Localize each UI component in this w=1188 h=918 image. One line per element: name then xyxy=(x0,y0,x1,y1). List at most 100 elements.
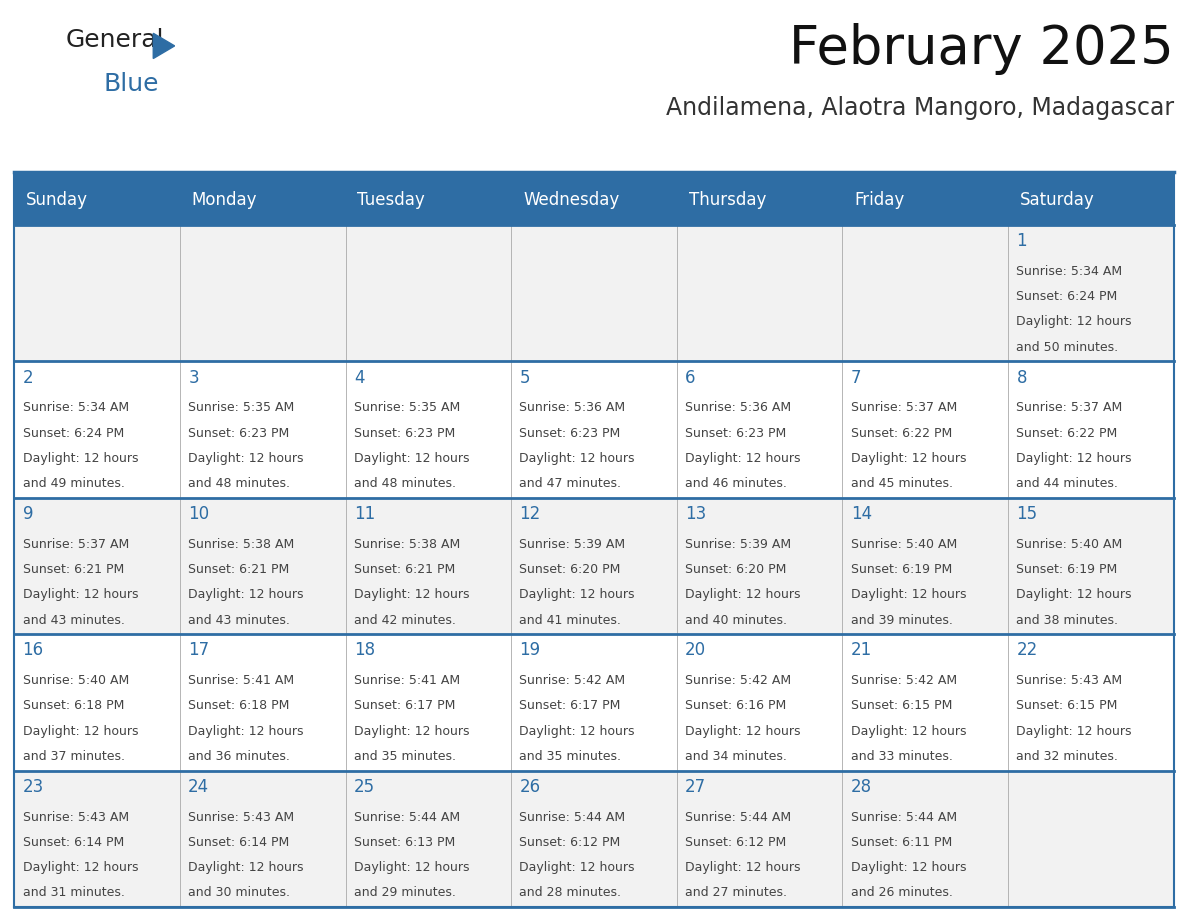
Text: and 31 minutes.: and 31 minutes. xyxy=(23,887,125,900)
Text: Thursday: Thursday xyxy=(689,191,766,208)
Text: Sunset: 6:19 PM: Sunset: 6:19 PM xyxy=(851,563,952,577)
Text: Daylight: 12 hours: Daylight: 12 hours xyxy=(354,861,469,874)
Text: Sunrise: 5:40 AM: Sunrise: 5:40 AM xyxy=(851,538,958,551)
Bar xyxy=(14,225,179,362)
Text: Sunset: 6:22 PM: Sunset: 6:22 PM xyxy=(1017,427,1118,440)
Text: Sunrise: 5:42 AM: Sunrise: 5:42 AM xyxy=(685,674,791,688)
Text: Sunset: 6:13 PM: Sunset: 6:13 PM xyxy=(354,836,455,849)
Bar xyxy=(511,362,677,498)
Text: Sunset: 6:23 PM: Sunset: 6:23 PM xyxy=(354,427,455,440)
Bar xyxy=(511,225,677,362)
Text: Sunrise: 5:43 AM: Sunrise: 5:43 AM xyxy=(188,811,295,823)
Text: 14: 14 xyxy=(851,505,872,523)
Text: Sunrise: 5:34 AM: Sunrise: 5:34 AM xyxy=(23,401,128,414)
Text: and 41 minutes.: and 41 minutes. xyxy=(519,613,621,626)
Text: Sunrise: 5:35 AM: Sunrise: 5:35 AM xyxy=(188,401,295,414)
Text: Daylight: 12 hours: Daylight: 12 hours xyxy=(23,861,138,874)
Text: 10: 10 xyxy=(188,505,209,523)
Text: and 46 minutes.: and 46 minutes. xyxy=(685,477,786,490)
Text: General: General xyxy=(65,28,164,51)
Text: Sunset: 6:20 PM: Sunset: 6:20 PM xyxy=(519,563,621,577)
Text: 5: 5 xyxy=(519,369,530,386)
Text: 20: 20 xyxy=(685,642,706,659)
Bar xyxy=(346,225,511,362)
Text: and 33 minutes.: and 33 minutes. xyxy=(851,750,953,763)
Text: Sunset: 6:17 PM: Sunset: 6:17 PM xyxy=(519,700,621,712)
Text: Daylight: 12 hours: Daylight: 12 hours xyxy=(23,724,138,738)
Text: February 2025: February 2025 xyxy=(789,23,1174,75)
Text: Sunset: 6:18 PM: Sunset: 6:18 PM xyxy=(188,700,290,712)
Text: and 44 minutes.: and 44 minutes. xyxy=(1017,477,1118,490)
Text: Sunrise: 5:42 AM: Sunrise: 5:42 AM xyxy=(851,674,956,688)
Bar xyxy=(677,362,842,498)
Bar xyxy=(1009,362,1174,498)
Text: Daylight: 12 hours: Daylight: 12 hours xyxy=(851,452,966,465)
Text: Sunrise: 5:43 AM: Sunrise: 5:43 AM xyxy=(23,811,128,823)
Bar xyxy=(346,770,511,907)
Text: Sunrise: 5:44 AM: Sunrise: 5:44 AM xyxy=(685,811,791,823)
Text: Sunset: 6:23 PM: Sunset: 6:23 PM xyxy=(685,427,786,440)
Text: 27: 27 xyxy=(685,778,706,796)
Text: Daylight: 12 hours: Daylight: 12 hours xyxy=(188,861,304,874)
Text: Andilamena, Alaotra Mangoro, Madagascar: Andilamena, Alaotra Mangoro, Madagascar xyxy=(665,96,1174,120)
Text: Sunset: 6:21 PM: Sunset: 6:21 PM xyxy=(23,563,124,577)
Bar xyxy=(1009,634,1174,770)
Text: and 45 minutes.: and 45 minutes. xyxy=(851,477,953,490)
Text: Sunrise: 5:40 AM: Sunrise: 5:40 AM xyxy=(23,674,128,688)
Text: Wednesday: Wednesday xyxy=(523,191,619,208)
Text: Sunrise: 5:36 AM: Sunrise: 5:36 AM xyxy=(685,401,791,414)
Text: and 50 minutes.: and 50 minutes. xyxy=(1017,341,1119,353)
Text: Sunset: 6:16 PM: Sunset: 6:16 PM xyxy=(685,700,786,712)
Text: 26: 26 xyxy=(519,778,541,796)
Text: Sunset: 6:21 PM: Sunset: 6:21 PM xyxy=(354,563,455,577)
Text: Sunset: 6:11 PM: Sunset: 6:11 PM xyxy=(851,836,952,849)
Text: 13: 13 xyxy=(685,505,707,523)
Text: 25: 25 xyxy=(354,778,375,796)
Text: 24: 24 xyxy=(188,778,209,796)
Text: 12: 12 xyxy=(519,505,541,523)
Text: Sunrise: 5:43 AM: Sunrise: 5:43 AM xyxy=(1017,674,1123,688)
Text: Daylight: 12 hours: Daylight: 12 hours xyxy=(685,588,801,601)
Text: Sunset: 6:20 PM: Sunset: 6:20 PM xyxy=(685,563,786,577)
Text: Daylight: 12 hours: Daylight: 12 hours xyxy=(23,588,138,601)
Text: Sunrise: 5:44 AM: Sunrise: 5:44 AM xyxy=(354,811,460,823)
Bar xyxy=(14,634,179,770)
Bar xyxy=(14,498,179,634)
Text: Sunset: 6:22 PM: Sunset: 6:22 PM xyxy=(851,427,952,440)
Text: Daylight: 12 hours: Daylight: 12 hours xyxy=(851,724,966,738)
Text: Sunset: 6:17 PM: Sunset: 6:17 PM xyxy=(354,700,455,712)
Bar xyxy=(842,498,1009,634)
Text: 16: 16 xyxy=(23,642,44,659)
Bar xyxy=(14,174,1174,225)
Text: Sunset: 6:15 PM: Sunset: 6:15 PM xyxy=(1017,700,1118,712)
Bar xyxy=(677,770,842,907)
Text: Sunset: 6:15 PM: Sunset: 6:15 PM xyxy=(851,700,952,712)
Text: Sunset: 6:21 PM: Sunset: 6:21 PM xyxy=(188,563,290,577)
Text: Monday: Monday xyxy=(191,191,258,208)
Text: Sunset: 6:14 PM: Sunset: 6:14 PM xyxy=(188,836,290,849)
Text: and 30 minutes.: and 30 minutes. xyxy=(188,887,290,900)
Text: 11: 11 xyxy=(354,505,375,523)
Text: Daylight: 12 hours: Daylight: 12 hours xyxy=(685,452,801,465)
Text: Daylight: 12 hours: Daylight: 12 hours xyxy=(188,724,304,738)
Text: 9: 9 xyxy=(23,505,33,523)
Text: Sunrise: 5:38 AM: Sunrise: 5:38 AM xyxy=(188,538,295,551)
Bar xyxy=(179,634,346,770)
Bar xyxy=(842,362,1009,498)
Text: Daylight: 12 hours: Daylight: 12 hours xyxy=(519,724,636,738)
Bar xyxy=(842,634,1009,770)
Text: 23: 23 xyxy=(23,778,44,796)
Text: and 39 minutes.: and 39 minutes. xyxy=(851,613,953,626)
Text: Daylight: 12 hours: Daylight: 12 hours xyxy=(1017,452,1132,465)
Text: and 48 minutes.: and 48 minutes. xyxy=(188,477,290,490)
Bar xyxy=(842,225,1009,362)
Text: and 40 minutes.: and 40 minutes. xyxy=(685,613,788,626)
Text: Sunrise: 5:44 AM: Sunrise: 5:44 AM xyxy=(519,811,626,823)
Text: and 29 minutes.: and 29 minutes. xyxy=(354,887,456,900)
Text: 17: 17 xyxy=(188,642,209,659)
Text: Daylight: 12 hours: Daylight: 12 hours xyxy=(851,588,966,601)
Text: and 36 minutes.: and 36 minutes. xyxy=(188,750,290,763)
Text: Sunrise: 5:38 AM: Sunrise: 5:38 AM xyxy=(354,538,460,551)
Text: 21: 21 xyxy=(851,642,872,659)
Text: Blue: Blue xyxy=(103,72,159,95)
